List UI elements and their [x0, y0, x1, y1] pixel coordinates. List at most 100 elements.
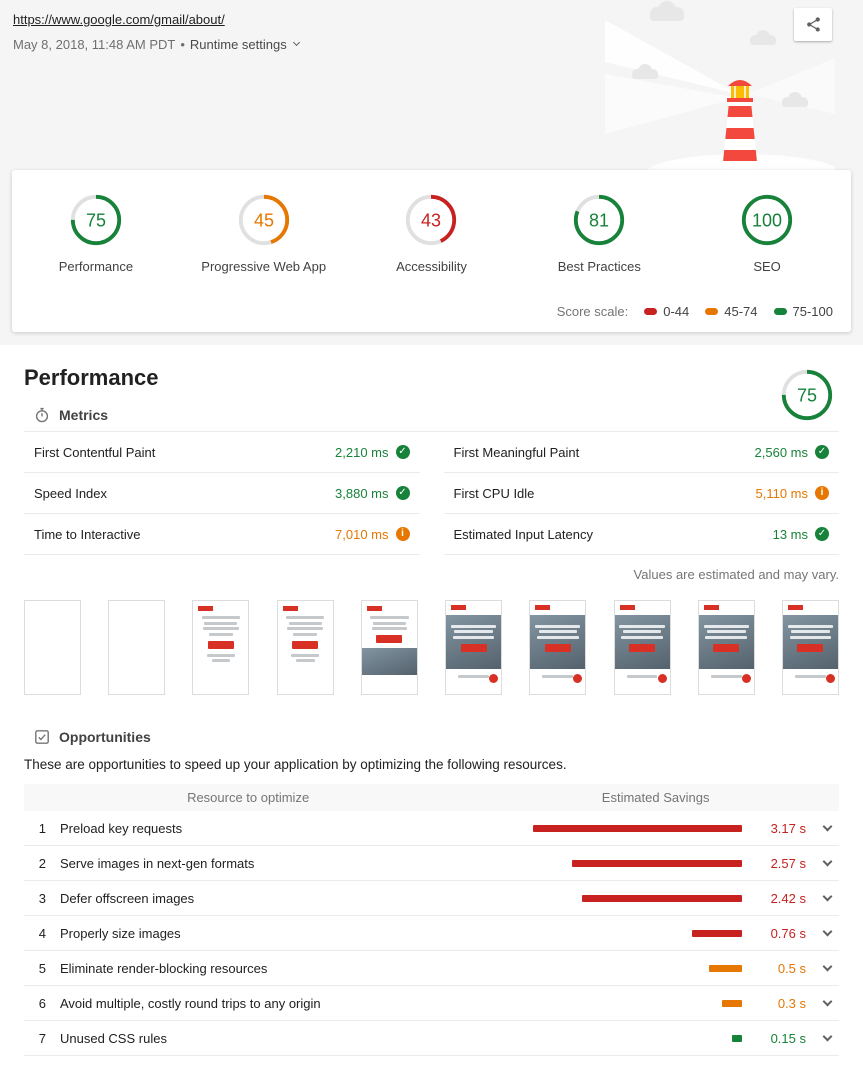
opportunities-table: Resource to optimize Estimated Savings 1…: [24, 784, 839, 1056]
chevron-down-icon[interactable]: [822, 856, 833, 867]
thumb-logo: [451, 605, 467, 610]
performance-gauge: 75: [779, 367, 835, 428]
score-summary-card: 75 Performance 45 Progressive Web App 43…: [12, 170, 851, 332]
filmstrip-thumbnail-text: [192, 600, 250, 695]
opportunity-row[interactable]: 6 Avoid multiple, costly round trips to a…: [24, 986, 839, 1021]
opportunity-row[interactable]: 5 Eliminate render-blocking resources 0.5 …: [24, 951, 839, 986]
metric-value: 7,010 ms: [335, 526, 389, 542]
chevron-down-icon[interactable]: [822, 891, 833, 902]
savings-bar: [533, 824, 742, 832]
filmstrip-thumbnail-image: [445, 600, 503, 695]
chevron-down-icon[interactable]: [822, 996, 833, 1007]
metric-row: First Meaningful Paint 2,560 ms ✓: [443, 432, 839, 473]
report-url-link[interactable]: https://www.google.com/gmail/about/: [13, 12, 225, 27]
chevron-down-icon[interactable]: [822, 1031, 833, 1042]
thumb-logo: [282, 606, 298, 611]
gauge-arc: 75: [70, 194, 121, 246]
opportunity-index: 4: [38, 925, 46, 941]
performance-title: Performance: [24, 365, 159, 390]
chevron-down-icon[interactable]: [822, 821, 833, 832]
savings-bar: [572, 859, 742, 867]
savings-value: 0.5 s: [777, 960, 806, 976]
scale-dot-average: [705, 308, 719, 315]
lighthouse-tower: [722, 80, 758, 172]
svg-text:75: 75: [86, 210, 106, 230]
filmstrip-thumbnail-blank: [108, 600, 166, 695]
runtime-settings-toggle[interactable]: Runtime settings: [190, 37, 300, 52]
pass-check-icon: ✓: [395, 445, 410, 459]
chevron-down-icon[interactable]: [822, 926, 833, 937]
share-button[interactable]: [794, 8, 832, 41]
metric-row: Speed Index 3,880 ms ✓: [24, 473, 420, 514]
category-gauge-progressive-web-app[interactable]: 45 Progressive Web App: [180, 192, 348, 274]
scale-range-fail: 0-44: [644, 304, 689, 319]
opportunity-row[interactable]: 2 Serve images in next-gen formats 2.57 s: [24, 846, 839, 881]
pass-check-icon: ✓: [395, 486, 410, 500]
opportunity-name: Defer offscreen images: [60, 890, 195, 906]
savings-bar-track: [530, 824, 742, 832]
scale-range-label: 75-100: [792, 304, 833, 319]
score-scale-label: Score scale:: [556, 304, 629, 319]
savings-bar: [732, 1034, 742, 1042]
filmstrip-thumbnail-blank: [24, 600, 81, 695]
report-header: https://www.google.com/gmail/about/ May …: [0, 0, 863, 345]
chevron-down-icon: [292, 38, 300, 47]
savings-bar-track: [530, 894, 742, 902]
scale-range-label: 45-74: [724, 304, 758, 319]
opportunity-row[interactable]: 4 Properly size images 0.76 s: [24, 916, 839, 951]
savings-value: 0.3 s: [777, 995, 806, 1011]
info-icon: i: [815, 486, 829, 500]
opportunity-row[interactable]: 1 Preload key requests 3.17 s: [24, 811, 839, 846]
category-gauge-best-practices[interactable]: 81 Best Practices: [515, 192, 683, 274]
opportunities-header: Opportunities: [34, 729, 839, 745]
metric-row: First CPU Idle 5,110 ms i: [443, 473, 839, 514]
scale-dot-pass: [773, 308, 787, 315]
scale-range-average: 45-74: [705, 304, 758, 319]
filmstrip-thumbnail-image: [529, 600, 587, 695]
savings-value: 0.76 s: [770, 925, 806, 941]
score-scale: Score scale: 0-44 45-74 75-100: [557, 304, 833, 319]
meta-separator: •: [180, 37, 185, 52]
opportunity-name: Eliminate render-blocking resources: [60, 960, 268, 976]
category-gauge-seo[interactable]: 100 SEO: [683, 192, 851, 274]
svg-text:81: 81: [589, 210, 609, 230]
filmstrip-thumbnail-text-image: [360, 600, 418, 695]
metrics-header: Metrics: [34, 407, 839, 423]
column-estimated-savings: Estimated Savings: [601, 790, 710, 805]
metric-name: Estimated Input Latency: [453, 526, 593, 542]
opportunity-row[interactable]: 3 Defer offscreen images 2.42 s: [24, 881, 839, 916]
category-label: Accessibility: [396, 259, 467, 274]
filmstrip-thumbnail-image: [613, 600, 671, 695]
opportunity-row[interactable]: 7 Unused CSS rules 0.15 s: [24, 1021, 839, 1056]
chevron-down-icon[interactable]: [822, 961, 833, 972]
column-resource-to-optimize: Resource to optimize: [187, 790, 310, 805]
opportunities-table-header: Resource to optimize Estimated Savings: [24, 784, 839, 811]
metric-row: Time to Interactive 7,010 ms i: [24, 514, 420, 555]
thumb-logo: [198, 606, 214, 611]
category-gauge-performance[interactable]: 75 Performance: [12, 192, 180, 274]
opportunity-index: 7: [38, 1030, 46, 1046]
savings-value: 0.15 s: [770, 1030, 806, 1046]
savings-value: 2.57 s: [770, 855, 806, 871]
opportunity-index: 1: [38, 820, 46, 836]
gauge-arc: 75: [781, 369, 833, 421]
metric-value: 13 ms: [772, 526, 808, 542]
opportunity-name: Serve images in next-gen formats: [60, 855, 255, 871]
metrics-table: First Contentful Paint 2,210 ms ✓ First Mea…: [24, 431, 839, 555]
opportunities-rows: 1 Preload key requests 3.17 s 2 Serve images…: [24, 811, 839, 1056]
gauge-arc: 45: [238, 194, 289, 246]
thumb-logo: [535, 605, 551, 610]
opportunity-name: Avoid multiple, costly round trips to an…: [60, 995, 321, 1011]
opportunity-name: Unused CSS rules: [60, 1030, 167, 1046]
savings-bar-track: [530, 929, 742, 937]
svg-text:100: 100: [752, 210, 782, 230]
metric-value: 3,880 ms: [335, 485, 389, 501]
cloud-icon: [632, 1, 808, 107]
pass-check-icon: ✓: [815, 445, 829, 459]
savings-bar: [692, 929, 742, 937]
savings-bar-track: [530, 1034, 742, 1042]
metric-name: First Meaningful Paint: [453, 444, 580, 460]
category-gauge-accessibility[interactable]: 43 Accessibility: [348, 192, 516, 274]
opportunity-index: 6: [38, 995, 46, 1011]
thumb-logo: [787, 605, 803, 610]
